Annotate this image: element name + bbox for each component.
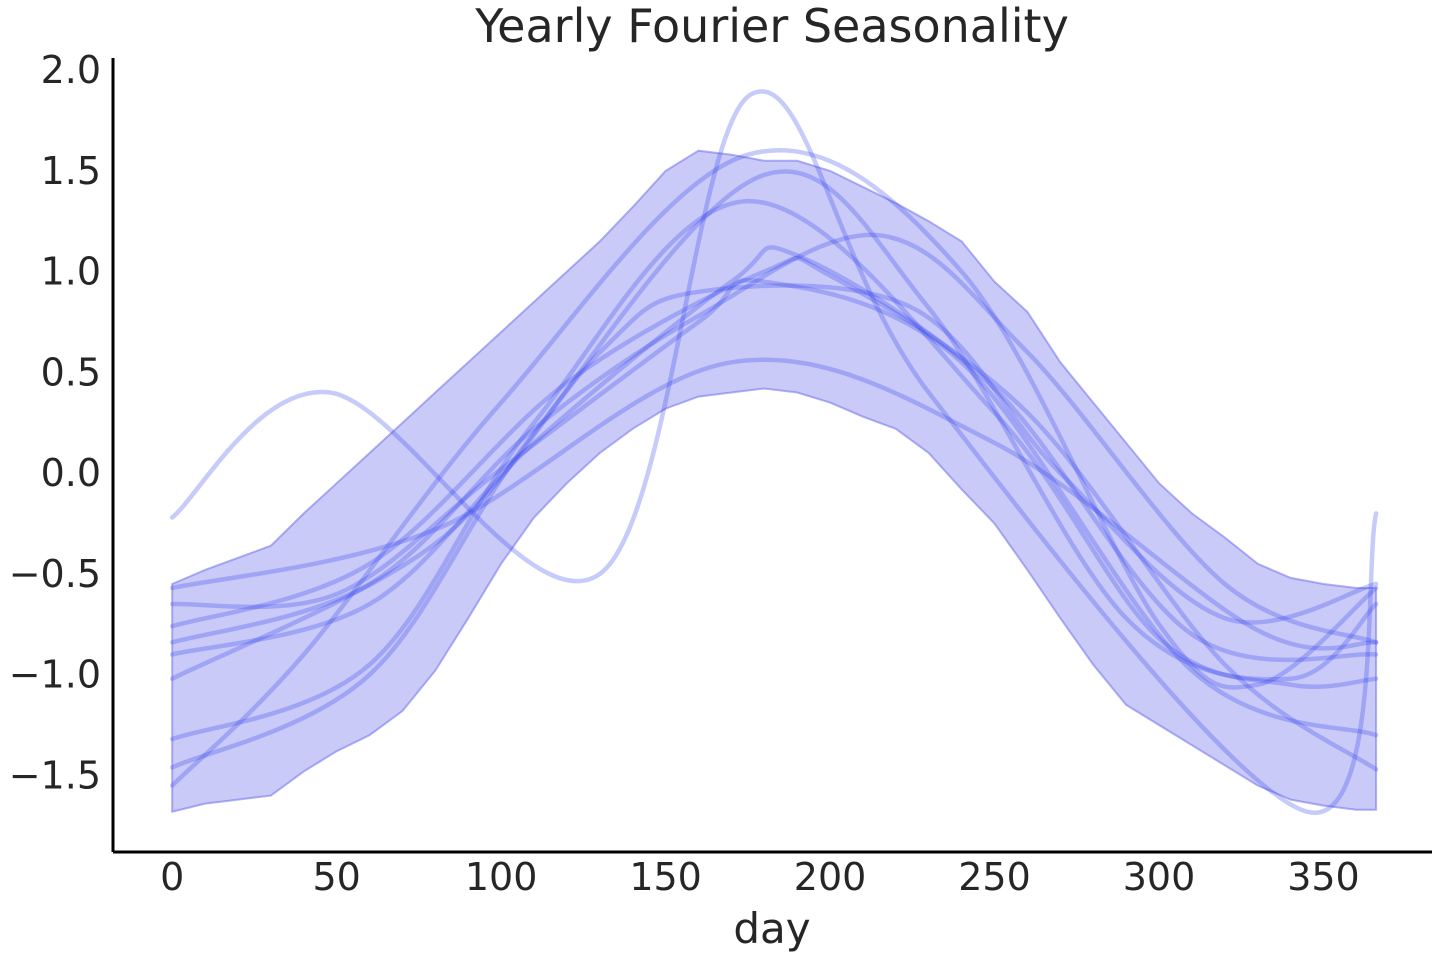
series-line-5	[169, 245, 1379, 663]
x-tick-label: 150	[629, 855, 702, 899]
chart-title: Yearly Fourier Seasonality	[474, 0, 1069, 53]
x-tick-label: 350	[1287, 855, 1360, 899]
series-line-9	[169, 148, 1379, 788]
x-tick-label: 100	[465, 855, 538, 899]
x-tick-label: 250	[958, 855, 1031, 899]
series-line-10	[169, 89, 1379, 815]
x-tick-label: 300	[1123, 855, 1196, 899]
y-tick-label: 2.0	[41, 48, 101, 92]
series-line-1	[169, 357, 1379, 651]
y-tick-label: −1.0	[9, 653, 101, 697]
uncertainty-band	[171, 149, 1378, 813]
series-line-6	[169, 283, 1379, 681]
y-tick-label: 0.0	[41, 451, 101, 495]
series-line-4	[169, 232, 1379, 645]
x-tick-label: 200	[794, 855, 867, 899]
x-tick-label: 0	[160, 855, 184, 899]
series-line-3	[169, 255, 1379, 772]
y-tick-label: 0.5	[41, 350, 101, 394]
x-tick-label: 50	[312, 855, 360, 899]
y-tick-label: −1.5	[9, 753, 101, 797]
series-line-2	[169, 277, 1379, 738]
y-tick-label: 1.0	[41, 250, 101, 294]
series-lines	[169, 89, 1379, 815]
y-tick-label: −0.5	[9, 552, 101, 596]
y-tick-label: 1.5	[41, 149, 101, 193]
series-line-8	[169, 169, 1379, 770]
x-tick-labels: 0 50 100 150 200 250 300 350	[160, 855, 1360, 899]
x-axis-label: day	[733, 904, 810, 953]
series-line-7	[169, 198, 1379, 742]
y-tick-labels: −1.5 −1.0 −0.5 0.0 0.5 1.0 1.5 2.0	[9, 48, 101, 797]
plot-area	[169, 89, 1379, 815]
